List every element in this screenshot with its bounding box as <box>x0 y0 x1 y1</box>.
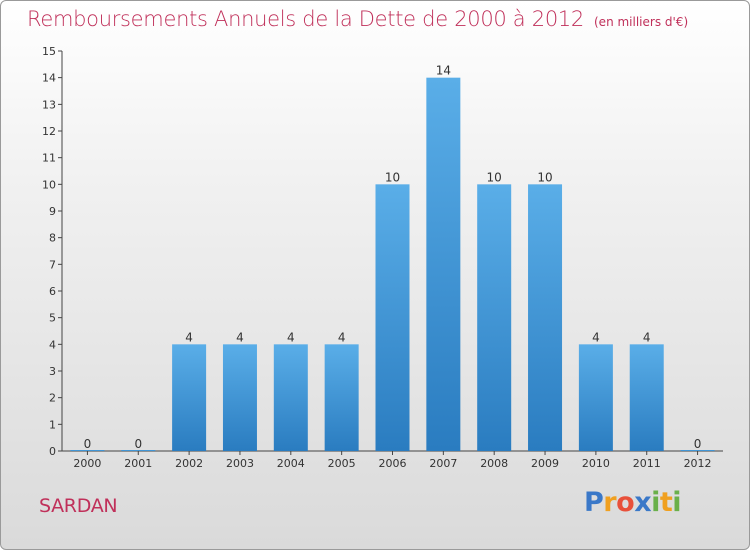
y-tick-label: 5 <box>49 312 56 325</box>
city-name: SARDAN <box>39 495 118 517</box>
data-label: 4 <box>338 330 346 344</box>
logo-letter: t <box>659 487 673 518</box>
y-tick-label: 2 <box>49 392 56 405</box>
y-tick-label: 4 <box>49 338 56 351</box>
x-tick-label: 2001 <box>124 457 152 470</box>
x-tick-label: 2011 <box>633 457 661 470</box>
logo-letter: i <box>672 487 682 518</box>
bar <box>273 344 308 451</box>
data-label: 10 <box>487 170 502 184</box>
x-tick-label: 2007 <box>429 457 457 470</box>
x-tick-label: 2012 <box>684 457 712 470</box>
x-tick-label: 2003 <box>226 457 254 470</box>
x-tick-label: 2004 <box>277 457 305 470</box>
logo-letter: P <box>584 487 604 518</box>
x-tick-label: 2008 <box>480 457 508 470</box>
y-tick-label: 13 <box>42 98 56 111</box>
y-tick-label: 9 <box>49 205 56 218</box>
x-tick-label: 2006 <box>379 457 407 470</box>
data-label: 4 <box>592 330 600 344</box>
bar <box>324 344 359 451</box>
y-tick-label: 12 <box>42 125 56 138</box>
bar <box>477 184 512 452</box>
y-tick-label: 8 <box>49 232 56 245</box>
bar <box>629 344 664 451</box>
bar <box>578 344 613 451</box>
y-tick-label: 10 <box>42 178 56 191</box>
x-tick-label: 2005 <box>328 457 356 470</box>
data-label: 10 <box>537 170 552 184</box>
x-tick-label: 2002 <box>175 457 203 470</box>
x-tick-label: 2009 <box>531 457 559 470</box>
bar <box>222 344 257 451</box>
logo-letter: x <box>634 487 652 518</box>
data-label: 0 <box>134 437 142 451</box>
data-label: 14 <box>436 64 451 78</box>
data-label: 4 <box>287 330 295 344</box>
x-tick-label: 2010 <box>582 457 610 470</box>
y-tick-label: 14 <box>42 72 56 85</box>
y-tick-label: 0 <box>49 445 56 458</box>
logo-letter: i <box>651 487 660 518</box>
y-tick-label: 15 <box>42 45 56 58</box>
bar <box>375 184 410 452</box>
bar <box>426 77 461 452</box>
data-label: 10 <box>385 170 400 184</box>
bar <box>172 344 207 451</box>
y-tick-label: 6 <box>49 285 56 298</box>
data-label: 4 <box>236 330 244 344</box>
data-label: 4 <box>643 330 651 344</box>
proxiti-logo: Proxiti <box>584 487 682 518</box>
chart-title: Remboursements Annuels de la Dette de 20… <box>27 7 584 31</box>
data-label: 4 <box>185 330 193 344</box>
data-label: 0 <box>84 437 92 451</box>
y-tick-label: 3 <box>49 365 56 378</box>
y-tick-label: 7 <box>49 258 56 271</box>
bar <box>70 450 105 451</box>
chart-title-block: Remboursements Annuels de la Dette de 20… <box>27 7 688 31</box>
y-tick-label: 11 <box>42 152 56 165</box>
data-label: 0 <box>694 437 702 451</box>
y-tick-label: 1 <box>49 418 56 431</box>
bar <box>121 450 156 451</box>
logo-letter: o <box>616 487 635 518</box>
bar <box>680 450 715 451</box>
logo-letter: r <box>603 487 617 518</box>
chart-unit: (en milliers d'€) <box>594 15 689 29</box>
x-tick-label: 2000 <box>73 457 101 470</box>
bar <box>528 184 563 452</box>
